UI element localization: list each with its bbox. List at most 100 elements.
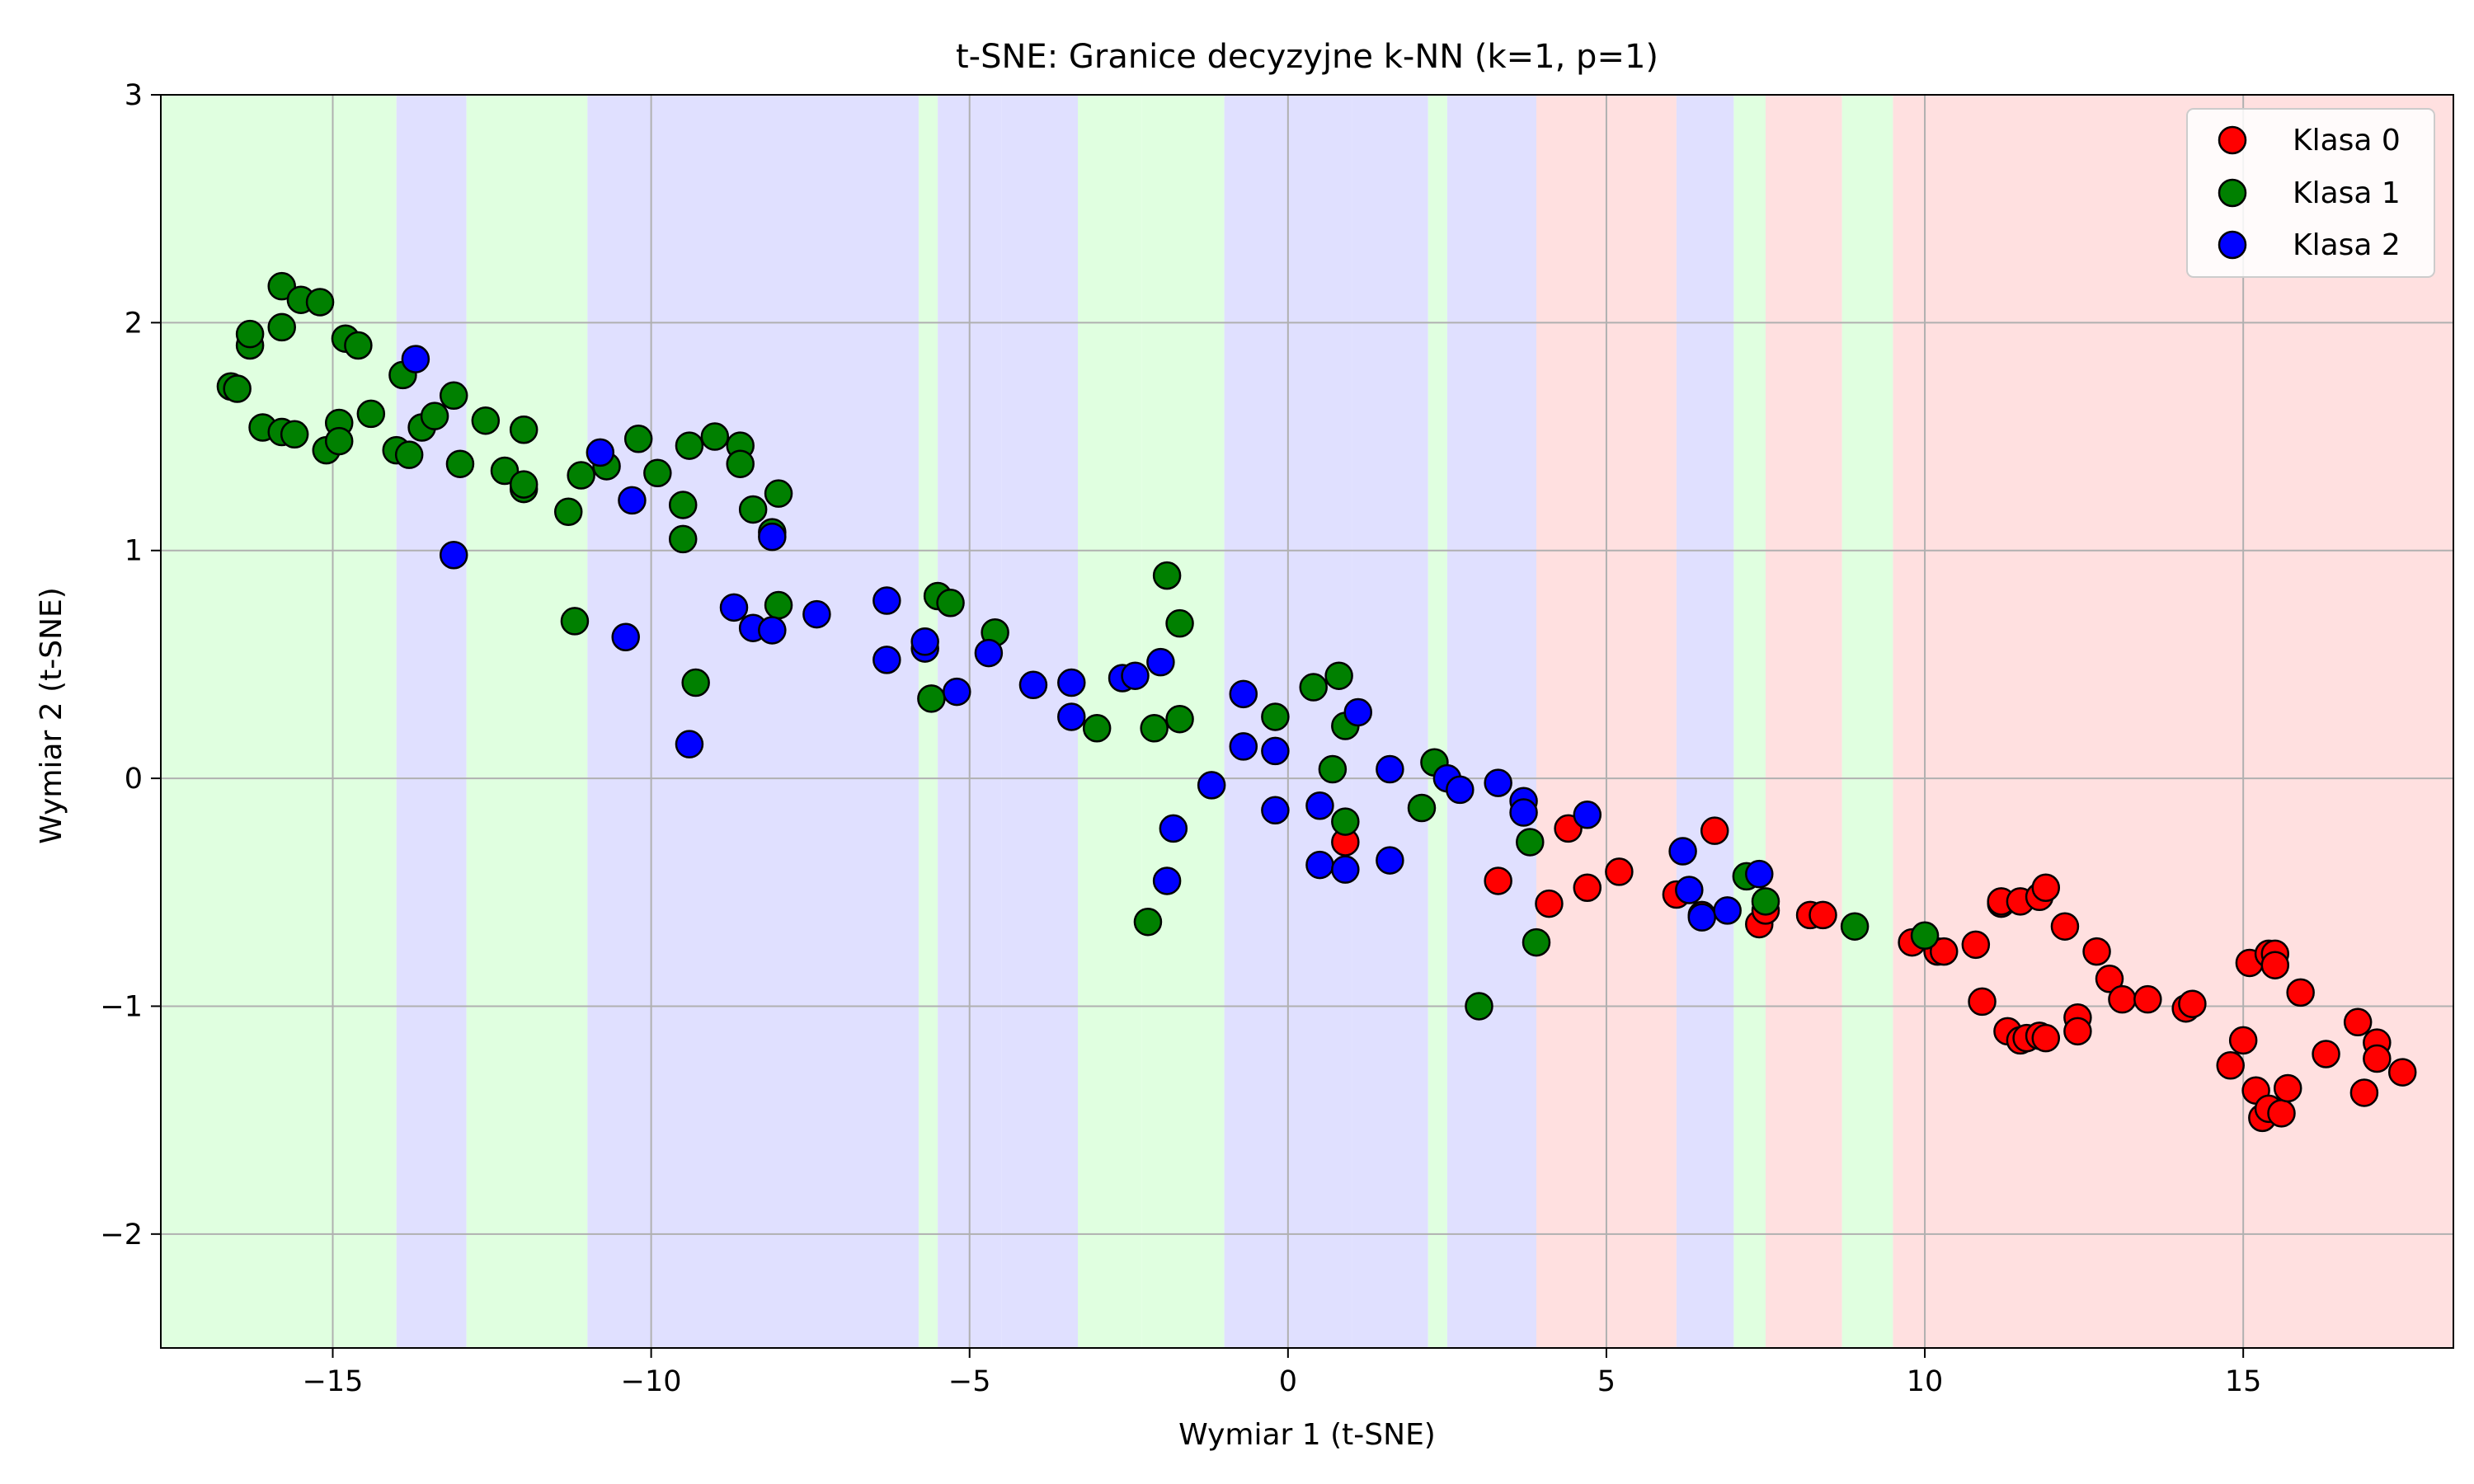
point-klasa-1-28 xyxy=(509,470,539,499)
point-klasa-0-47 xyxy=(2273,1073,2302,1103)
point-klasa-1-24 xyxy=(471,406,501,435)
point-klasa-2-29 xyxy=(1261,796,1290,825)
point-klasa-2-34 xyxy=(1376,754,1404,784)
point-klasa-2-17 xyxy=(1018,670,1048,700)
point-klasa-1-21 xyxy=(420,402,449,430)
point-klasa-2-32 xyxy=(1331,855,1360,884)
point-klasa-1-10 xyxy=(305,288,335,317)
point-klasa-1-7 xyxy=(267,312,296,342)
point-klasa-1-36 xyxy=(668,524,698,554)
x-axis-label: Wymiar 1 (t-SNE) xyxy=(1178,1418,1436,1452)
point-klasa-2-38 xyxy=(1484,768,1512,797)
point-klasa-2-41 xyxy=(1573,801,1602,829)
point-klasa-1-59 xyxy=(1324,661,1353,690)
point-klasa-0-27 xyxy=(2031,1023,2061,1053)
decision-region-klasa-2-14 xyxy=(1676,95,1734,1348)
decision-region-klasa-1-15 xyxy=(1733,95,1766,1348)
point-klasa-2-19 xyxy=(1057,668,1086,697)
legend: Klasa 0 Klasa 1 Klasa 2 xyxy=(2186,108,2435,278)
y-axis-label: Wymiar 2 (t-SNE) xyxy=(35,587,68,844)
y-axis-ticks: −2 −1 0 1 2 3 xyxy=(100,79,161,1252)
point-klasa-2-31 xyxy=(1305,850,1334,880)
x-tick-label-2: −5 xyxy=(948,1365,991,1398)
point-klasa-2-42 xyxy=(1668,837,1697,866)
series-klasa-2 xyxy=(401,345,1774,932)
point-klasa-1-1 xyxy=(223,374,252,403)
point-klasa-2-37 xyxy=(1446,775,1475,805)
point-klasa-1-45 xyxy=(764,590,793,620)
point-klasa-0-54 xyxy=(2387,1058,2417,1087)
plot-frame xyxy=(160,94,2454,1349)
point-klasa-2-33 xyxy=(1343,697,1373,727)
x-tick-label-5: 10 xyxy=(1907,1365,1944,1398)
point-klasa-1-53 xyxy=(1152,561,1182,590)
decision-region-klasa-2-12 xyxy=(1446,95,1536,1348)
point-klasa-1-34 xyxy=(643,458,672,488)
point-klasa-2-3 xyxy=(611,622,640,651)
point-klasa-0-4 xyxy=(1573,873,1602,902)
legend-label-klasa-2: Klasa 2 xyxy=(2293,228,2401,262)
point-klasa-1-31 xyxy=(567,461,595,490)
point-klasa-1-30 xyxy=(560,607,590,636)
y-tick-label-4: 2 xyxy=(125,307,143,340)
point-klasa-1-22 xyxy=(439,381,468,411)
point-klasa-2-30 xyxy=(1305,791,1334,820)
point-klasa-0-37 xyxy=(2216,1051,2245,1080)
point-klasa-0-5 xyxy=(1605,857,1634,886)
point-klasa-0-48 xyxy=(2286,978,2315,1007)
decision-region-klasa-1-17 xyxy=(1841,95,1893,1348)
point-klasa-1-29 xyxy=(553,497,583,526)
point-klasa-0-1 xyxy=(1484,866,1512,895)
point-klasa-1-52 xyxy=(1140,714,1169,743)
point-klasa-1-68 xyxy=(1751,887,1780,916)
point-klasa-0-34 xyxy=(2133,984,2162,1014)
point-klasa-0-28 xyxy=(2050,912,2080,941)
point-klasa-0-16 xyxy=(1961,930,1991,960)
point-klasa-2-44 xyxy=(1687,903,1717,932)
x-tick-label-4: 5 xyxy=(1597,1365,1616,1398)
decision-region-klasa-0-16 xyxy=(1766,95,1842,1348)
point-klasa-2-5 xyxy=(675,730,704,758)
point-klasa-1-8 xyxy=(280,420,309,449)
point-klasa-2-43 xyxy=(1675,876,1704,904)
point-klasa-0-3 xyxy=(1554,814,1583,843)
point-klasa-2-28 xyxy=(1261,736,1290,766)
point-klasa-2-1 xyxy=(439,541,468,570)
point-klasa-1-37 xyxy=(675,431,704,460)
x-axis-ticks: −15 −10 −5 0 5 10 15 xyxy=(303,1348,2262,1398)
legend-marker-klasa-0 xyxy=(2218,125,2247,155)
point-klasa-0-50 xyxy=(2343,1007,2373,1037)
point-klasa-1-61 xyxy=(1331,807,1360,836)
decision-region-klasa-0-18 xyxy=(1893,95,2453,1348)
x-tick-label-6: 15 xyxy=(2225,1365,2262,1398)
point-klasa-2-10 xyxy=(802,599,831,629)
point-klasa-1-15 xyxy=(344,331,373,360)
point-klasa-2-22 xyxy=(1146,647,1175,677)
point-klasa-1-35 xyxy=(668,491,698,519)
y-tick-label-5: 3 xyxy=(125,79,143,112)
point-klasa-1-51 xyxy=(1133,907,1163,937)
point-klasa-0-26 xyxy=(2031,873,2061,902)
point-klasa-2-45 xyxy=(1713,896,1742,925)
x-tick-label-0: −15 xyxy=(303,1365,364,1398)
point-klasa-2-21 xyxy=(1121,661,1150,690)
decision-region-klasa-1-0 xyxy=(161,95,397,1348)
legend-marker-klasa-2 xyxy=(2218,230,2247,260)
point-klasa-2-25 xyxy=(1197,771,1226,800)
point-klasa-0-32 xyxy=(2095,965,2124,993)
point-klasa-1-41 xyxy=(726,449,755,478)
point-klasa-2-15 xyxy=(943,677,971,707)
scatter-points xyxy=(216,271,2417,1133)
y-tick-label-2: 0 xyxy=(125,763,143,796)
point-klasa-0-15 xyxy=(1929,937,1959,966)
legend-box xyxy=(2186,108,2435,278)
point-klasa-2-16 xyxy=(974,638,1004,668)
point-klasa-1-26 xyxy=(509,416,539,444)
decision-region-klasa-2-1 xyxy=(396,95,467,1348)
point-klasa-0-36 xyxy=(2178,989,2207,1018)
x-tick-label-3: 0 xyxy=(1279,1365,1297,1398)
point-klasa-2-6 xyxy=(719,593,749,622)
point-klasa-1-13 xyxy=(324,426,354,456)
point-klasa-1-54 xyxy=(1165,704,1194,734)
